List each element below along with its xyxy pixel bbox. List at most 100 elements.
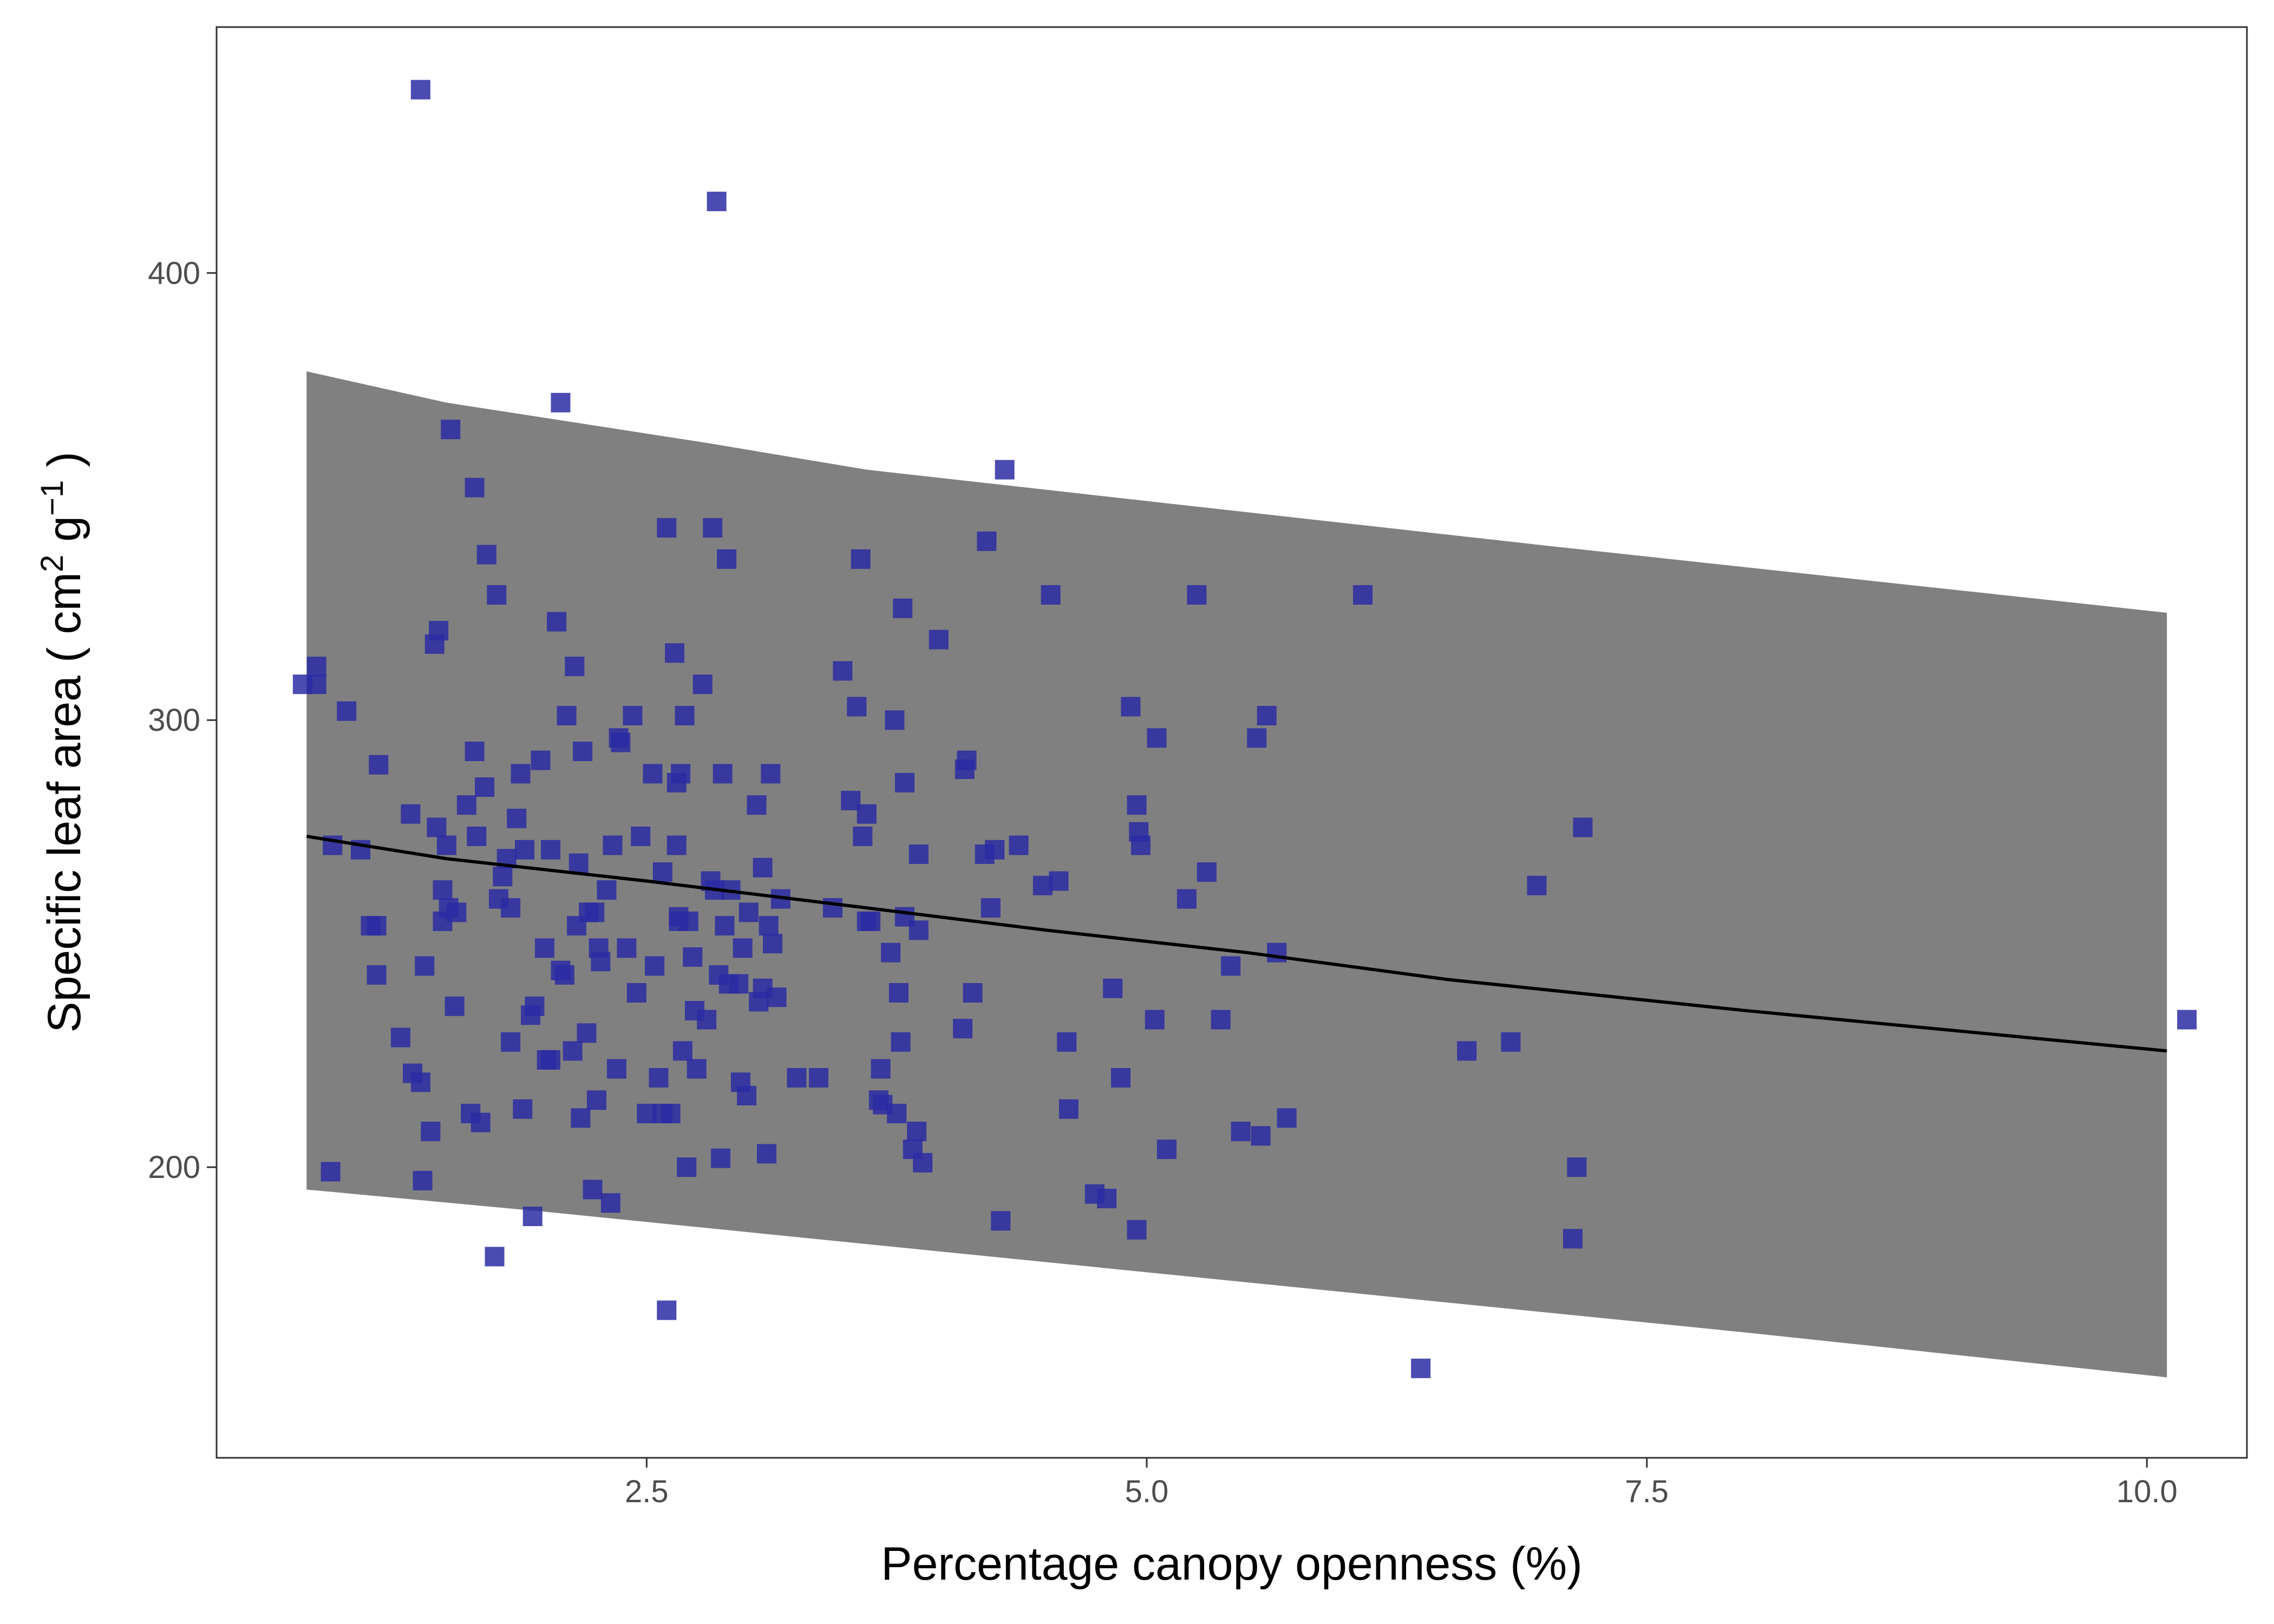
data-point <box>547 612 567 632</box>
data-point <box>847 697 867 717</box>
data-point <box>729 974 749 994</box>
data-point <box>501 898 521 918</box>
data-point <box>1127 795 1147 815</box>
data-point <box>1145 1010 1165 1030</box>
data-point <box>1097 1188 1117 1208</box>
data-point <box>534 938 554 958</box>
data-point <box>585 902 605 922</box>
data-point <box>591 952 611 972</box>
data-point <box>711 1148 731 1168</box>
data-point <box>963 983 983 1003</box>
data-point <box>1041 585 1061 605</box>
data-point <box>1156 1140 1177 1160</box>
data-point <box>652 862 672 882</box>
data-point <box>761 764 781 784</box>
data-point <box>1251 1126 1271 1146</box>
data-point <box>1231 1122 1251 1142</box>
x-tick-label: 7.5 <box>1625 1474 1669 1509</box>
data-point <box>981 898 1001 918</box>
data-point <box>445 996 465 1016</box>
data-point <box>540 1050 560 1070</box>
data-point <box>475 777 495 797</box>
data-point <box>881 942 901 962</box>
data-point <box>737 1085 757 1105</box>
data-point <box>909 920 929 940</box>
data-point <box>1110 1068 1131 1088</box>
data-point <box>715 916 735 936</box>
data-point <box>577 1023 597 1043</box>
data-point <box>1527 875 1547 895</box>
data-point <box>643 764 663 784</box>
data-point <box>953 1019 973 1039</box>
data-point <box>733 938 753 958</box>
prediction-band <box>306 371 2167 1378</box>
y-axis-title: Specific leaf area ( cm2 g−1 ) <box>35 451 90 1032</box>
x-axis: 2.5 5.0 7.5 10.0 <box>625 1458 2178 1509</box>
data-point <box>665 643 685 663</box>
data-point <box>1267 942 1287 962</box>
data-point <box>367 965 387 985</box>
data-point <box>957 750 977 770</box>
data-point <box>692 675 713 695</box>
data-point <box>410 1072 430 1092</box>
data-point <box>1177 889 1197 909</box>
data-point <box>421 1122 441 1142</box>
data-point <box>583 1180 603 1200</box>
y-tick-label: 300 <box>148 703 200 738</box>
data-point <box>666 835 687 855</box>
data-point <box>893 598 913 618</box>
data-point <box>511 764 531 784</box>
data-point <box>929 630 949 650</box>
data-point <box>649 1068 669 1088</box>
data-point <box>657 518 677 538</box>
data-point <box>441 420 461 440</box>
data-point <box>672 1041 692 1061</box>
data-point <box>465 477 485 497</box>
panel-border <box>215 26 2248 1459</box>
data-point <box>631 826 651 846</box>
data-point <box>513 1099 533 1119</box>
data-point <box>822 898 842 918</box>
data-point <box>476 545 496 565</box>
data-point <box>554 965 574 985</box>
data-point <box>514 840 534 860</box>
data-point <box>390 1027 410 1047</box>
data-point <box>429 621 449 641</box>
data-point <box>568 853 589 873</box>
x-tick-label: 2.5 <box>625 1474 669 1509</box>
data-point <box>501 1032 521 1052</box>
data-point <box>909 844 929 864</box>
data-point <box>995 460 1015 480</box>
data-point <box>851 549 871 569</box>
data-point <box>1057 1032 1077 1052</box>
data-point <box>763 934 783 954</box>
data-point <box>977 531 997 551</box>
data-point <box>661 1104 681 1124</box>
data-point <box>753 857 773 878</box>
data-point <box>433 880 453 900</box>
y-tick-label: 200 <box>148 1150 200 1185</box>
data-point <box>337 701 357 721</box>
data-point <box>678 911 698 931</box>
data-point <box>1573 817 1593 837</box>
data-point <box>571 1108 591 1128</box>
data-point <box>611 732 631 752</box>
data-point <box>853 826 873 846</box>
data-point <box>436 835 456 855</box>
data-point <box>369 755 389 775</box>
data-point <box>306 675 326 695</box>
data-point <box>759 916 779 936</box>
data-point <box>697 1010 717 1030</box>
data-point <box>493 867 513 887</box>
data-point <box>888 983 909 1003</box>
data-point <box>401 804 421 824</box>
data-point <box>739 902 759 922</box>
data-point <box>703 518 723 538</box>
data-point <box>522 1206 543 1226</box>
data-point <box>1121 697 1141 717</box>
data-point <box>626 983 646 1003</box>
data-point <box>1257 705 1277 725</box>
data-point <box>677 1157 697 1177</box>
data-point <box>809 1068 829 1088</box>
data-point <box>857 804 877 824</box>
